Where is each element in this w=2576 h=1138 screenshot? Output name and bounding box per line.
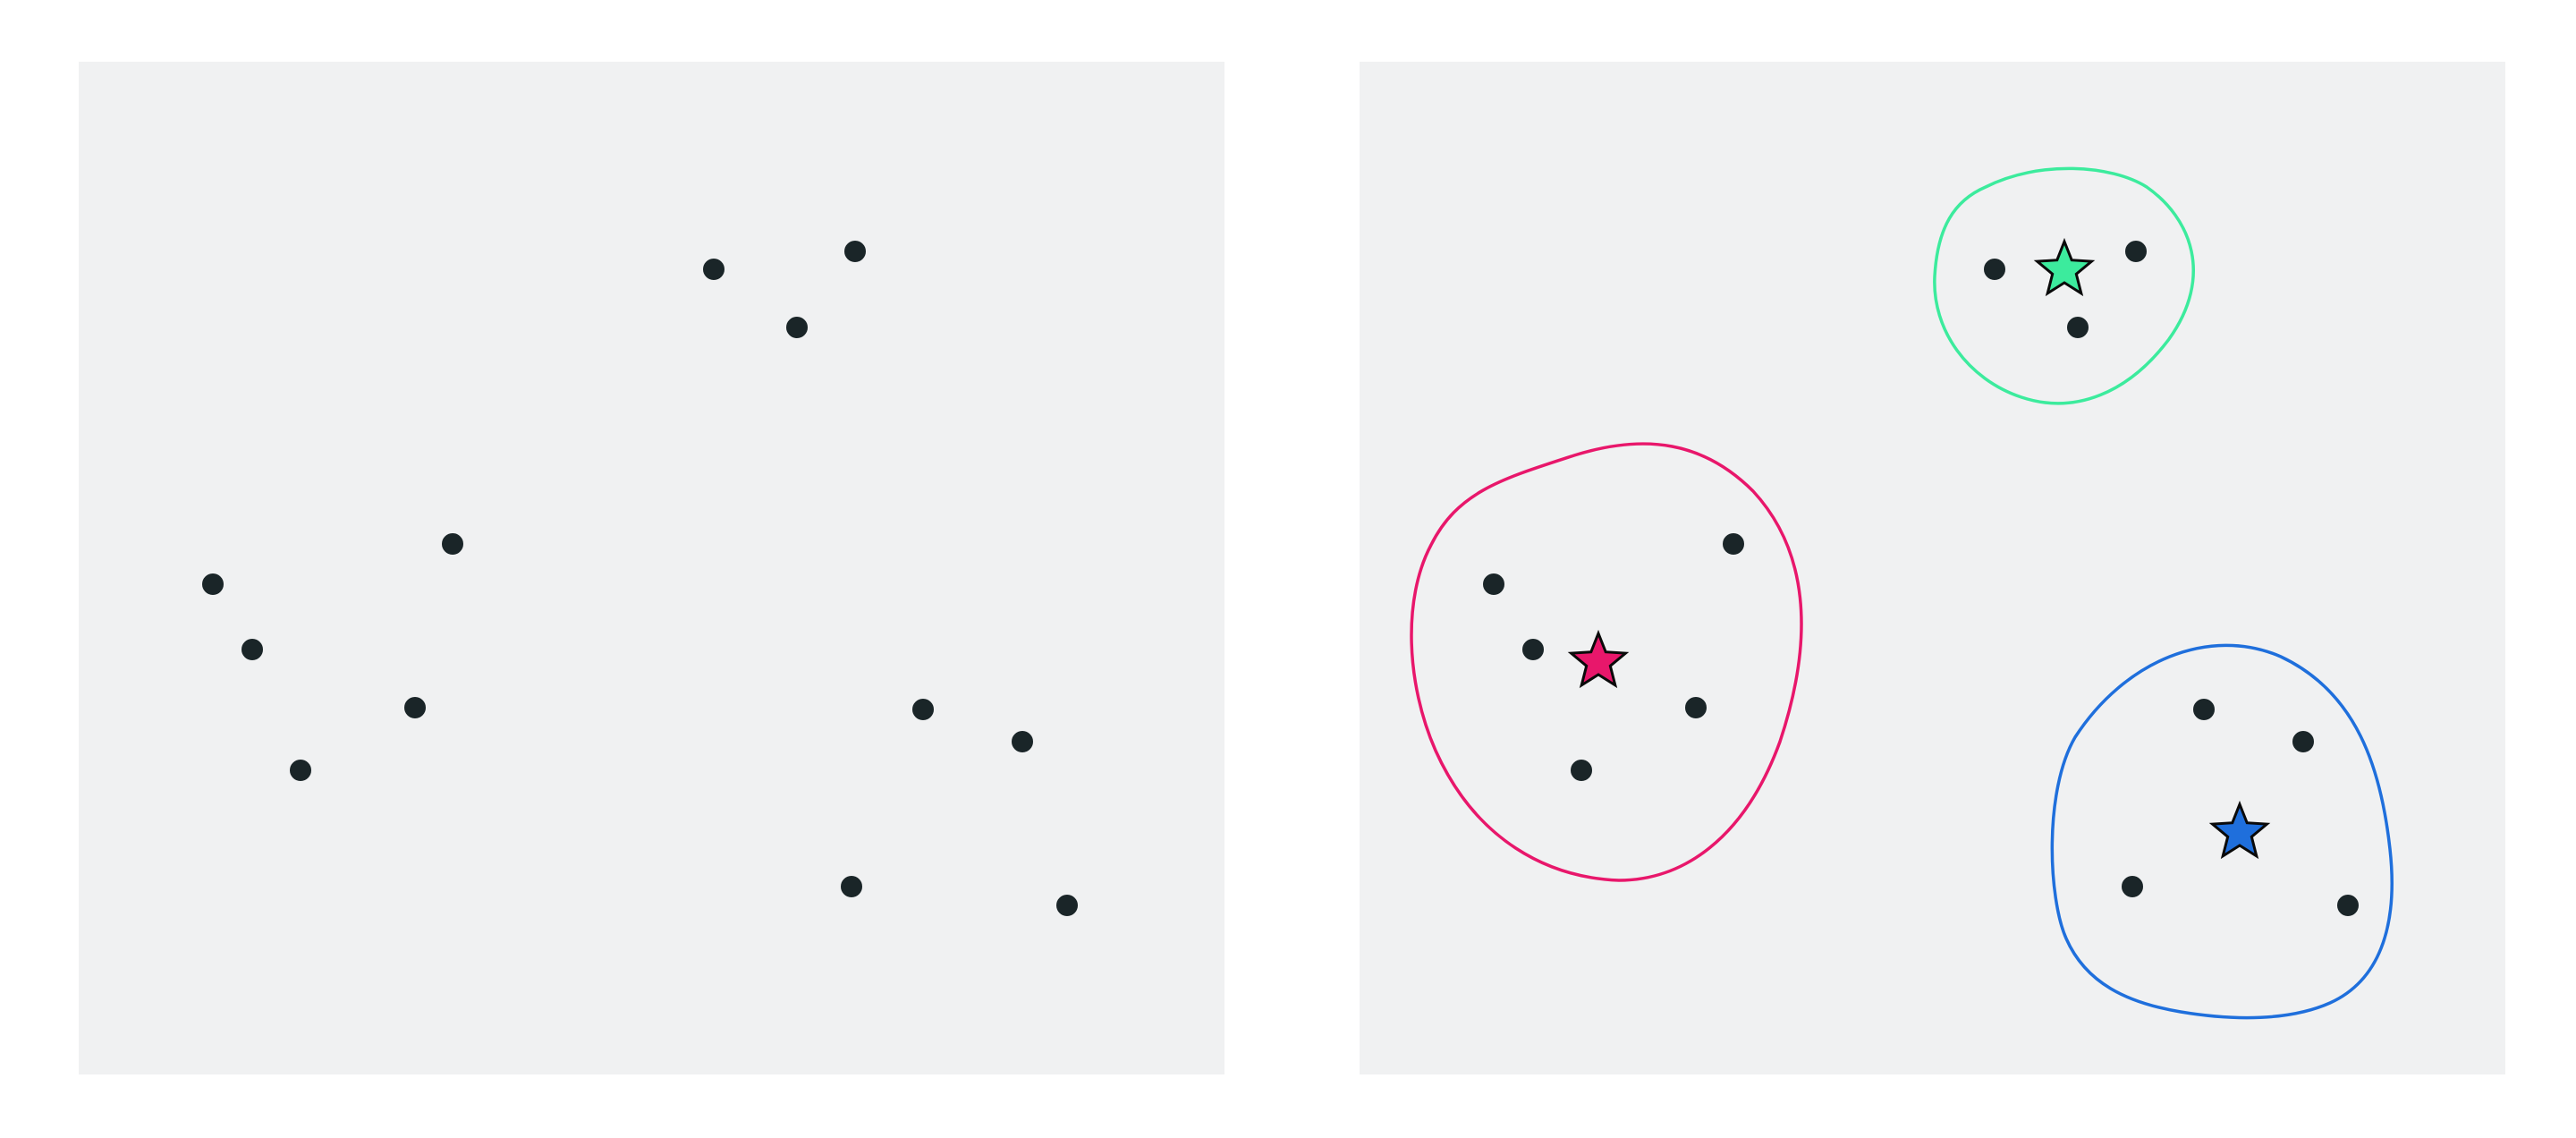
data-point-2: [843, 239, 868, 264]
data-point-12: [1055, 893, 1080, 918]
panel-background: [79, 62, 1224, 1074]
data-point-10: [2291, 729, 2316, 754]
right-panel-clustered-points: [1360, 62, 2505, 1074]
right-scatter-canvas: [1360, 62, 2505, 1074]
data-point-11: [839, 874, 864, 899]
data-point-12: [2335, 893, 2360, 918]
left-scatter-canvas: [79, 62, 1224, 1074]
panel-background: [1360, 62, 2505, 1074]
data-point-6: [240, 637, 265, 662]
data-point-3: [2065, 315, 2090, 340]
data-point-5: [440, 531, 465, 556]
data-point-9: [911, 697, 936, 722]
data-point-6: [1521, 637, 1546, 662]
data-point-1: [1982, 257, 2007, 282]
centroid-star-icon-green: [2033, 237, 2096, 297]
data-point-9: [2191, 697, 2216, 722]
data-point-8: [1569, 758, 1594, 783]
data-point-4: [1481, 572, 1506, 597]
data-point-8: [288, 758, 313, 783]
centroid-star-icon-pink: [1567, 629, 1630, 689]
cluster-boundary-blue: [2050, 643, 2394, 1020]
centroid-star-icon-blue: [2208, 800, 2271, 860]
data-point-1: [701, 257, 726, 282]
data-point-4: [200, 572, 225, 597]
left-panel-unclustered-points: [79, 62, 1224, 1074]
data-point-7: [1683, 695, 1708, 720]
data-point-11: [2120, 874, 2145, 899]
cluster-boundary-pink: [1410, 442, 1803, 882]
data-point-10: [1010, 729, 1035, 754]
data-point-2: [2123, 239, 2148, 264]
cluster-boundary-green: [1933, 166, 2195, 405]
data-point-5: [1721, 531, 1746, 556]
data-point-7: [402, 695, 428, 720]
data-point-3: [784, 315, 809, 340]
